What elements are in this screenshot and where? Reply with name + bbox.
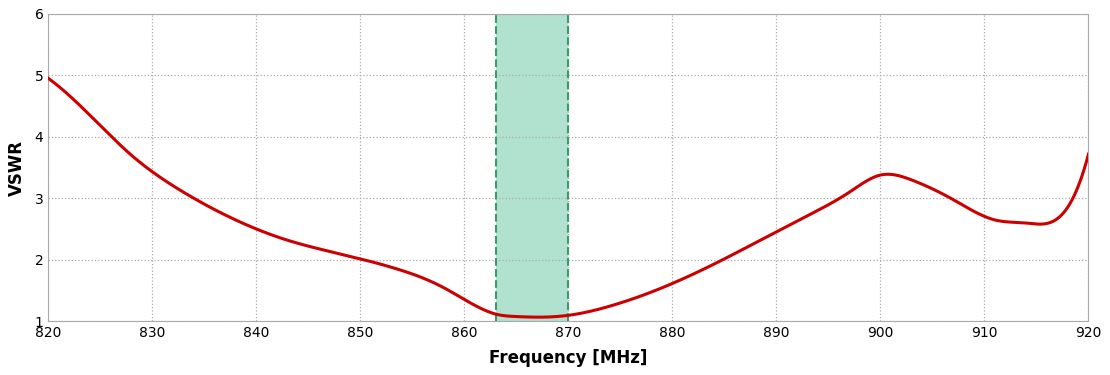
X-axis label: Frequency [MHz]: Frequency [MHz]: [490, 349, 647, 367]
Y-axis label: VSWR: VSWR: [9, 140, 27, 196]
Bar: [496, 14, 568, 321]
